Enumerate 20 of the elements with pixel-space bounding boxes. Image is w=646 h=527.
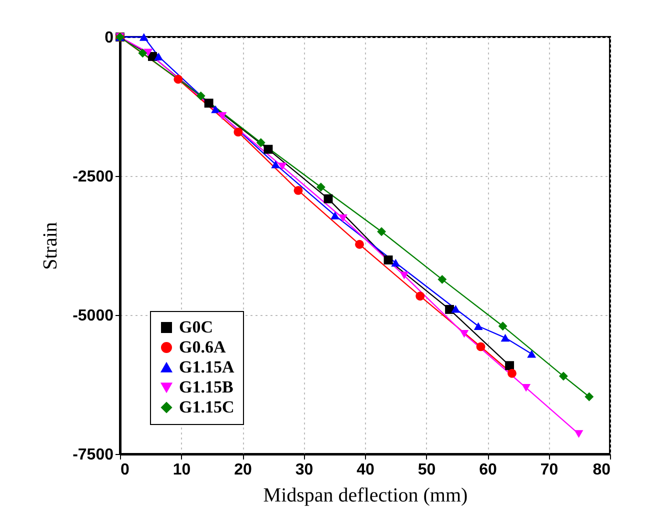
x-tick-label: 50 <box>418 462 436 478</box>
legend-label: G1.15A <box>179 358 235 376</box>
x-tick-label: 80 <box>592 462 611 478</box>
legend-label: G1.15C <box>179 398 234 416</box>
y-tick-label: -7500 <box>72 446 114 464</box>
x-tick-label: 20 <box>234 462 252 478</box>
legend-label: G0.6A <box>179 338 226 356</box>
x-tick-label: 60 <box>479 462 497 478</box>
legend-label: G1.15B <box>179 378 234 396</box>
y-axis-title: Strain <box>40 222 62 270</box>
x-tick-label: 30 <box>295 462 314 478</box>
x-tick-label: 40 <box>356 462 374 478</box>
x-axis-title: Midspan deflection (mm) <box>263 484 468 506</box>
y-tick-label: -5000 <box>72 308 114 324</box>
x-tick-label: 0 <box>120 462 130 478</box>
y-tick-label: 0 <box>104 30 114 46</box>
legend-label: G0C <box>179 318 213 336</box>
x-tick-label: 70 <box>540 462 558 478</box>
y-tick-label: -2500 <box>72 168 114 186</box>
x-tick-label: 10 <box>172 462 191 478</box>
